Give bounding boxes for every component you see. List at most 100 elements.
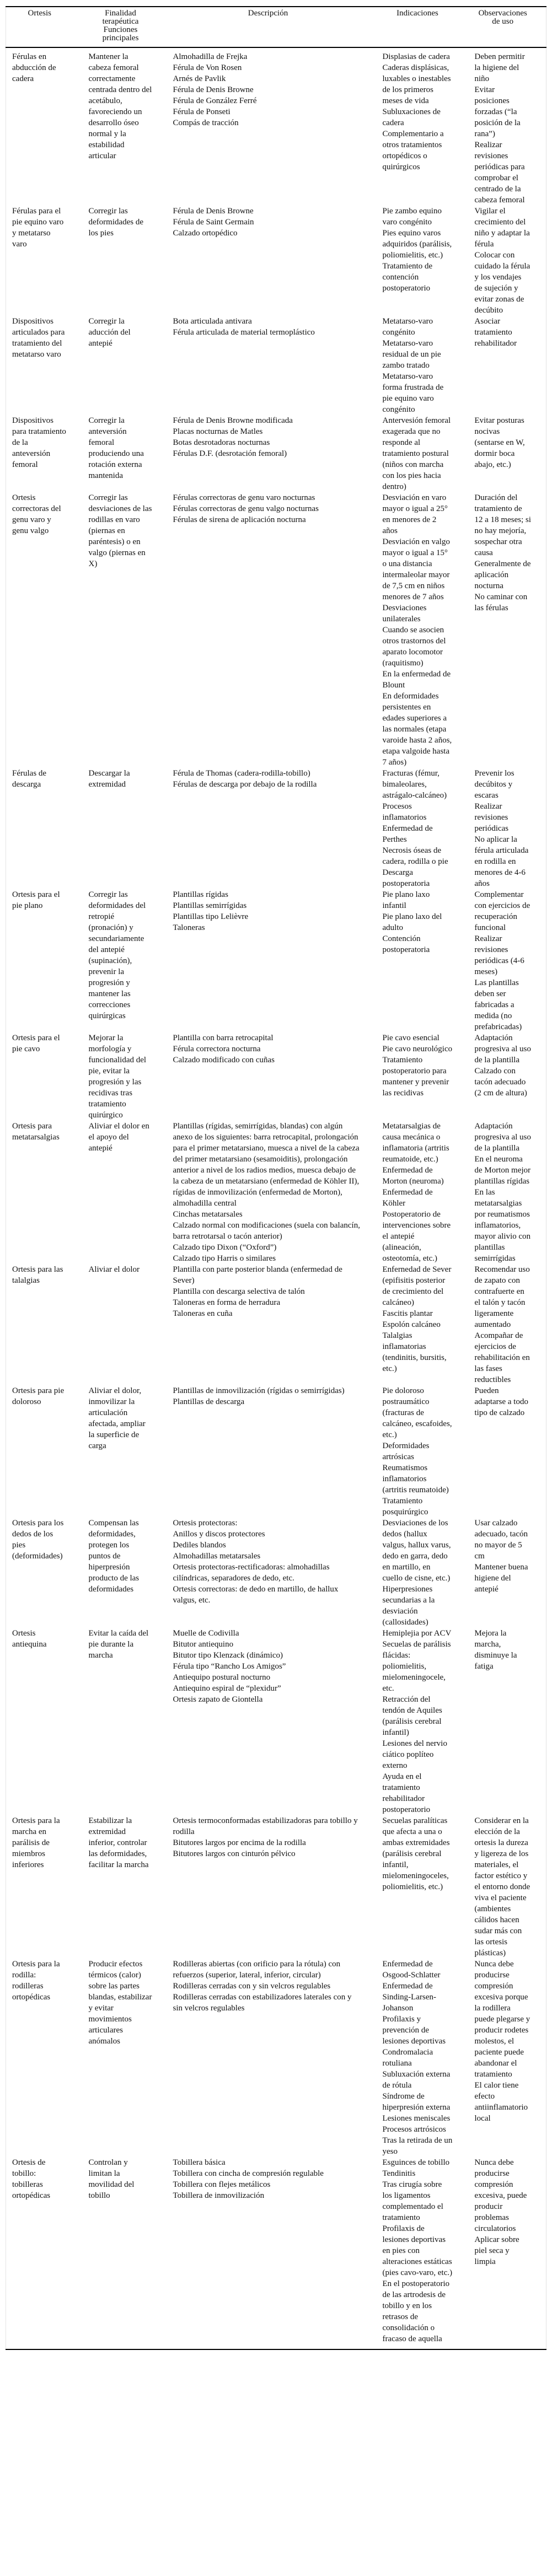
cell-line: Corregir las deformidades del retropié (…: [88, 890, 146, 1020]
table-row: Dispositivos para tratamiento de la ante…: [6, 415, 546, 492]
cell-line: Generalmente de aplicación nocturna: [474, 560, 531, 590]
cell-line: Taloneras en cuña: [173, 1309, 233, 1318]
cell-line: Pueden adaptarse a todo tipo de calzado: [474, 1386, 528, 1417]
cell-line: Ortesis zapato de Giontella: [173, 1695, 263, 1704]
cell-line: Evitar posiciones forzadas (“la posición…: [474, 85, 521, 138]
cell-line: Colocar con cuidado la férula y los vend…: [474, 251, 530, 315]
cell-line: Pie cavo esencial: [382, 1034, 439, 1042]
cell-line: Esguinces de tobillo: [382, 2158, 450, 2167]
cell-indicaciones: Metatarsalgias de causa mecánica o infla…: [383, 1121, 475, 1264]
cell-indicaciones: Displasias de cadera Caderas displásicas,…: [383, 47, 475, 206]
cell-descripcion: Plantilla con parte posterior blanda (en…: [173, 1264, 383, 1385]
cell-ortesis: Dispositivos para tratamiento de la ante…: [6, 415, 89, 492]
cell-indicaciones: Pie zambo equino varo congénito Pies equi…: [383, 206, 475, 316]
cell-observaciones: Adaptación progresiva al uso de la plant…: [475, 1032, 546, 1121]
cell-line: El calor tiene efecto antiinflamatorio l…: [474, 2081, 528, 2123]
cell-line: Mantener la cabeza femoral correctamente…: [88, 52, 152, 160]
cell-finalidad: Mantener la cabeza femoral correctamente…: [89, 47, 173, 206]
cell-descripcion: Férula de Denis Browne Férula de Saint Ge…: [173, 206, 383, 316]
cell-line: Condromalacia rotuliana: [382, 2048, 433, 2068]
cell-line: Lesiones meniscales: [382, 2114, 451, 2123]
cell-line: Férulas en abducción de cadera: [12, 52, 56, 83]
header-row: Ortesis Finalidad terapéutica Funciones …: [6, 6, 546, 48]
cell-line: Antervesión femoral exagerada que no res…: [382, 416, 451, 491]
cell-line: Mejorar la morfología y funcionalidad de…: [88, 1034, 147, 1120]
cell-line: Desviaciones unilaterales: [382, 604, 427, 623]
cell-line: Férula tipo “Rancho Los Amigos”: [173, 1662, 286, 1671]
cell-line: Ortesis para pie doloroso: [12, 1386, 65, 1406]
document-page: Ortesis Finalidad terapéutica Funciones …: [6, 6, 546, 2350]
cell-observaciones: Recomendar uso de zapato con contrafuert…: [475, 1264, 546, 1385]
cell-line: Evitar la caída del pie durante la march…: [88, 1629, 149, 1660]
cell-line: Hemiplejia por ACV: [382, 1629, 452, 1638]
cell-indicaciones: Esguinces de tobillo Tendinitis Tras cirug…: [382, 2157, 475, 2350]
cell-ortesis: Ortesis antiequina: [6, 1628, 89, 1815]
cell-line: Enfermedad de Osgood-Schlatter: [382, 1960, 441, 1980]
cell-ortesis: Férulas para el pie equino varo y metata…: [6, 206, 89, 316]
table-row: Ortesis para la rodilla: rodilleras orto…: [6, 1959, 546, 2157]
cell-line: Corregir la aducción del antepié: [88, 317, 131, 348]
cell-line: Enfernedad de Sever (epifisitis posterio…: [382, 1265, 452, 1307]
cell-ortesis: Dispositivos articulados para tratamient…: [6, 316, 89, 415]
cell-line: Fracturas (fémur, bimaleolares, astrágal…: [382, 769, 447, 800]
cell-ortesis: Ortesis de tobillo: tobilleras ortopédic…: [6, 2157, 89, 2350]
cell-ortesis: Ortesis para los dedos de los pies (defo…: [6, 1518, 89, 1628]
cell-line: Rodilleras cerradas con estabilizadores …: [173, 1993, 352, 2013]
orthoses-table: Ortesis Finalidad terapéutica Funciones …: [6, 6, 546, 2350]
cell-descripcion: Férula de Denis Browne modificada Placas …: [173, 415, 383, 492]
table-row: Dispositivos articulados para tratamient…: [6, 316, 546, 415]
cell-descripcion: Plantillas (rígidas, semirrígidas, bland…: [173, 1121, 383, 1264]
cell-line: Ortesis para metatarsalgias: [12, 1122, 60, 1142]
cell-line: Mantener buena higiene del antepié: [474, 1563, 528, 1594]
cell-descripcion: Tobillera básica Tobillera con cincha de …: [173, 2157, 383, 2350]
header-observaciones: Observaciones de uso: [474, 6, 546, 48]
cell-ortesis: Ortesis para la rodilla: rodilleras orto…: [6, 1959, 89, 2157]
cell-line: Férulas correctoras de genu varo nocturn…: [173, 493, 315, 502]
table-row: Ortesis para el pie cavo Mejorar la morfo…: [6, 1032, 546, 1121]
cell-indicaciones: Desviaciones de los dedos (hallux valgus…: [383, 1518, 475, 1628]
header-indicaciones: Indicaciones: [382, 6, 475, 48]
cell-line: Almohadilla de Frejka: [173, 52, 248, 61]
cell-line: Complementar con ejercicios de recuperac…: [474, 890, 530, 932]
cell-line: Tobillera básica: [173, 2158, 226, 2167]
table-row: Ortesis para metatarsalgias Aliviar el do…: [6, 1121, 546, 1264]
cell-line: Aliviar el dolor: [88, 1265, 140, 1274]
cell-line: Ortesis para los dedos de los pies (defo…: [12, 1519, 64, 1561]
cell-line: Calzado normal con modificaciones (suela…: [173, 1221, 360, 1241]
cell-line: Férulas de sirena de aplicación nocturna: [173, 515, 306, 524]
cell-line: Necrosis óseas de cadera, rodilla o pie: [382, 846, 448, 866]
cell-line: Pies equino varos adquiridos (parálisis,…: [382, 229, 452, 260]
cell-finalidad: Compensan las deformidades, protegen los…: [89, 1518, 173, 1628]
cell-descripcion: Plantillas de inmovilización (rígidas o …: [173, 1385, 383, 1518]
cell-line: No aplicar la férula articulada en rodil…: [474, 835, 529, 888]
cell-observaciones: Considerar en la elección de la ortesis …: [475, 1815, 546, 1959]
cell-line: Desviación en varo mayor o igual a 25° e…: [382, 493, 448, 535]
table-body: Férulas en abducción de cadera Mantener l…: [6, 47, 546, 2350]
cell-finalidad: Aliviar el dolor en el apoyo del antepié: [89, 1121, 173, 1264]
table-row: Ortesis para la marcha en parálisis de m…: [6, 1815, 546, 1959]
cell-line: Dispositivos para tratamiento de la ante…: [12, 416, 66, 469]
cell-line: Subluxación externa de rótula: [382, 2070, 451, 2090]
cell-line: Pie zambo equino varo congénito: [382, 207, 442, 227]
cell-line: Plantillas tipo Lelièvre: [173, 912, 249, 921]
cell-line: Taloneras en forma de herradura: [173, 1298, 281, 1307]
cell-finalidad: Corregir la aducción del antepié: [89, 316, 173, 415]
cell-observaciones: Evitar posturas nocivas (sentarse en W, …: [475, 415, 546, 492]
cell-line: Férula de Von Rosen: [173, 63, 242, 72]
cell-indicaciones: Pie doloroso postraumático (fracturas de…: [383, 1385, 475, 1518]
cell-finalidad: Mejorar la morfología y funcionalidad de…: [89, 1032, 173, 1121]
cell-line: Aliviar el dolor en el apoyo del antepié: [88, 1122, 149, 1153]
cell-line: Profilaxis y prevención de lesiones depo…: [382, 2015, 446, 2046]
cell-descripcion: Férula de Thomas (cadera-rodilla-tobillo…: [173, 768, 383, 889]
cell-line: Reumatismos inflamatorios (artritis reum…: [382, 1464, 449, 1494]
cell-line: Retracción del tendón de Aquiles (paráli…: [382, 1695, 442, 1737]
cell-line: Calzado ortopédico: [173, 229, 238, 238]
cell-line: Ortesis para el pie plano: [12, 890, 60, 910]
cell-line: Recomendar uso de zapato con contrafuert…: [474, 1265, 530, 1329]
cell-line: Ortesis para la rodilla: rodilleras orto…: [12, 1960, 60, 2002]
cell-line: Calzado tipo Dixon (“Oxford”): [173, 1243, 277, 1252]
cell-line: Displasias de cadera: [382, 52, 450, 61]
cell-line: Tobillera de inmovilización: [173, 2191, 265, 2200]
cell-line: Férula de Denis Browne: [173, 207, 254, 216]
cell-line: Postoperatorio de intervenciones sobre e…: [382, 1210, 451, 1263]
